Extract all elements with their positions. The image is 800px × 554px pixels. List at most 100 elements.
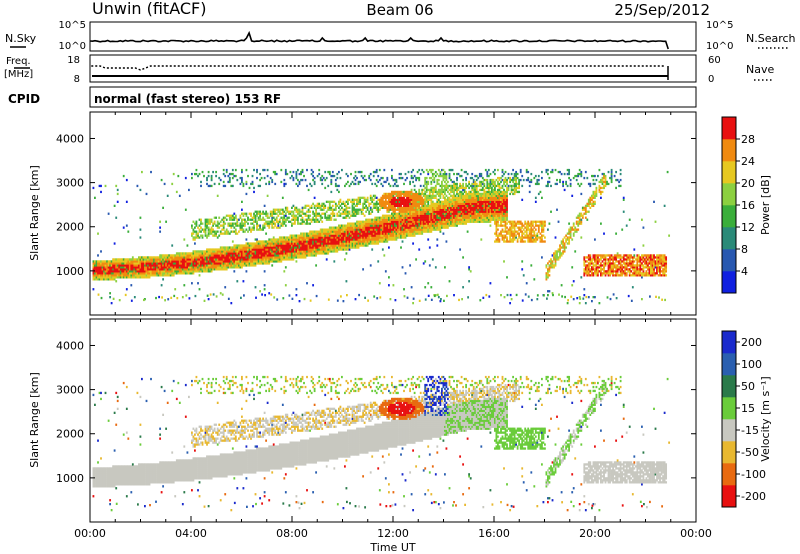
heatmap-cell	[313, 196, 316, 199]
heatmap-cell	[338, 224, 340, 227]
heatmap-cell	[316, 242, 319, 245]
heatmap-cell	[333, 250, 336, 253]
heatmap-cell	[141, 274, 143, 277]
heatmap-cell	[109, 274, 112, 277]
heatmap-cell	[395, 194, 398, 197]
heatmap-cell	[295, 170, 298, 174]
heatmap-cell	[330, 216, 333, 219]
heatmap-cell	[306, 238, 308, 241]
heatmap-cell	[412, 214, 415, 217]
heatmap-cell	[472, 206, 475, 209]
heatmap-cell	[295, 216, 298, 219]
heatmap-cell	[259, 214, 262, 217]
heatmap-cell	[462, 210, 465, 213]
heatmap-cell	[172, 266, 175, 269]
heatmap-cell	[431, 190, 434, 194]
heatmap-cell	[356, 244, 358, 247]
heatmap-cell	[389, 202, 392, 205]
heatmap-cell	[221, 268, 224, 271]
heatmap-cell	[444, 200, 446, 203]
heatmap-cell	[451, 202, 454, 205]
heatmap-cell	[342, 202, 345, 205]
heatmap-cell	[215, 252, 218, 255]
heatmap-cell	[369, 172, 372, 176]
heatmap-cell	[391, 202, 393, 205]
heatmap-cell	[450, 202, 452, 205]
heatmap-cell	[272, 242, 275, 245]
heatmap-cell	[431, 194, 434, 197]
heatmap-cell	[245, 246, 248, 249]
heatmap-cell	[327, 240, 330, 243]
heatmap-cell	[374, 240, 377, 243]
heatmap-cell	[157, 272, 160, 275]
heatmap-cell	[310, 254, 313, 257]
heatmap-cell	[380, 198, 383, 201]
heatmap-cell	[289, 210, 292, 213]
heatmap-cell	[333, 174, 336, 178]
heatmap-cell	[201, 254, 204, 257]
heatmap-cell	[348, 234, 351, 237]
heatmap-cell	[354, 234, 357, 237]
heatmap-cell	[351, 246, 354, 249]
heatmap-cell	[404, 226, 407, 229]
heatmap-cell	[269, 256, 272, 259]
heatmap-cell	[424, 212, 427, 215]
heatmap-cell	[277, 214, 280, 217]
heatmap-cell	[466, 206, 469, 209]
heatmap-cell	[248, 250, 251, 253]
heatmap-cell	[474, 214, 477, 217]
heatmap-cell	[216, 194, 219, 197]
heatmap-cell	[339, 238, 342, 241]
heatmap-cell	[268, 182, 271, 186]
heatmap-cell	[383, 238, 386, 241]
heatmap-cell	[225, 218, 228, 221]
heatmap-cell	[339, 212, 342, 215]
heatmap-cell	[428, 206, 431, 209]
heatmap-cell	[284, 218, 287, 221]
heatmap-cell	[330, 212, 333, 215]
heatmap-cell	[224, 286, 227, 289]
heatmap-cell	[378, 236, 381, 239]
heatmap-cell	[412, 196, 415, 199]
heatmap-cell	[133, 264, 136, 267]
heatmap-cell	[239, 250, 242, 253]
heatmap-cell	[124, 276, 127, 279]
heatmap-cell	[145, 268, 148, 271]
heatmap-cell	[474, 188, 477, 192]
heatmap-cell	[97, 254, 99, 257]
heatmap-cell	[362, 222, 365, 225]
heatmap-cell	[424, 286, 427, 289]
heatmap-cell	[171, 268, 174, 271]
heatmap-cell	[251, 174, 254, 178]
heatmap-cell	[233, 226, 236, 229]
heatmap-cell	[222, 262, 225, 265]
heatmap-cell	[286, 252, 289, 255]
heatmap-cell	[328, 214, 331, 217]
heatmap-cell	[442, 178, 445, 182]
heatmap-cell	[442, 190, 445, 194]
heatmap-cell	[347, 228, 349, 231]
heatmap-cell	[150, 262, 152, 265]
heatmap-cell	[437, 222, 440, 225]
heatmap-cell	[301, 220, 304, 223]
heatmap-cell	[372, 220, 375, 223]
heatmap-cell	[481, 210, 484, 213]
heatmap-cell	[453, 204, 455, 207]
heatmap-cell	[368, 234, 371, 237]
heatmap-cell	[372, 222, 375, 225]
heatmap-cell	[410, 222, 413, 225]
heatmap-cell	[328, 248, 331, 251]
heatmap-cell	[472, 200, 475, 203]
heatmap-cell	[265, 246, 268, 249]
heatmap-cell	[325, 234, 328, 237]
heatmap-cell	[428, 196, 431, 199]
heatmap-cell	[425, 208, 428, 211]
heatmap-cell	[437, 216, 440, 219]
heatmap-cell	[191, 282, 193, 285]
heatmap-cell	[150, 274, 152, 277]
heatmap-cell	[188, 266, 190, 269]
heatmap-cell	[350, 230, 352, 233]
heatmap-cell	[441, 210, 443, 213]
heatmap-cell	[297, 222, 299, 225]
heatmap-cell	[384, 228, 387, 231]
